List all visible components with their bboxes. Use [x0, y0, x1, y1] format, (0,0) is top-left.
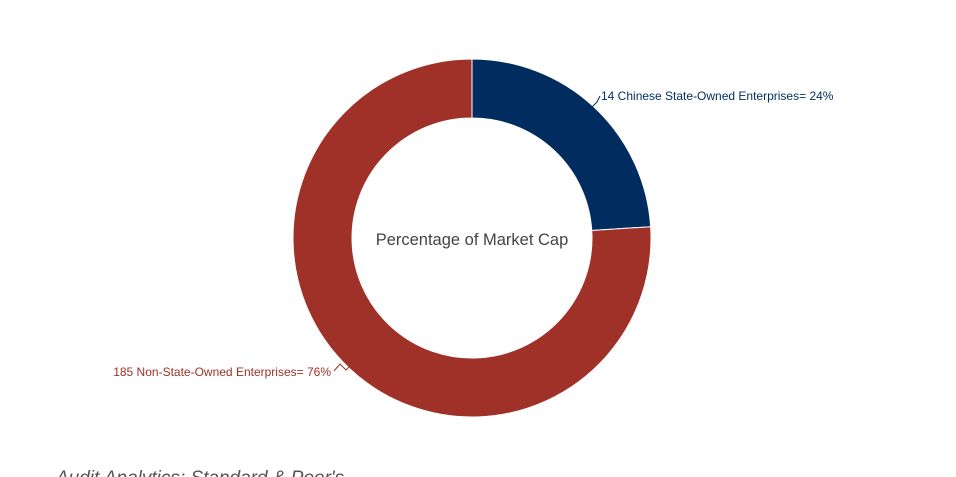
slice-label-state-owned: 14 Chinese State-Owned Enterprises= 24%: [601, 89, 834, 103]
slices-group: [292, 58, 652, 418]
slice-label-non-state-owned: 185 Non-State-Owned Enterprises= 76%: [113, 365, 331, 379]
center-label: Percentage of Market Cap: [376, 231, 569, 249]
leader-line-state-owned: [591, 95, 601, 108]
leader-lines-group: [333, 95, 601, 372]
source-note: Audit Analytics; Standard & Poor's: [56, 468, 344, 477]
slice-non-state-owned[interactable]: [292, 58, 652, 418]
leader-line-non-state-owned: [333, 363, 351, 372]
slice-state-owned[interactable]: [471, 58, 652, 231]
